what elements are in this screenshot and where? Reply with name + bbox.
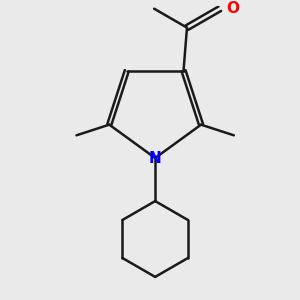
Text: O: O: [227, 1, 240, 16]
Text: N: N: [149, 151, 161, 166]
